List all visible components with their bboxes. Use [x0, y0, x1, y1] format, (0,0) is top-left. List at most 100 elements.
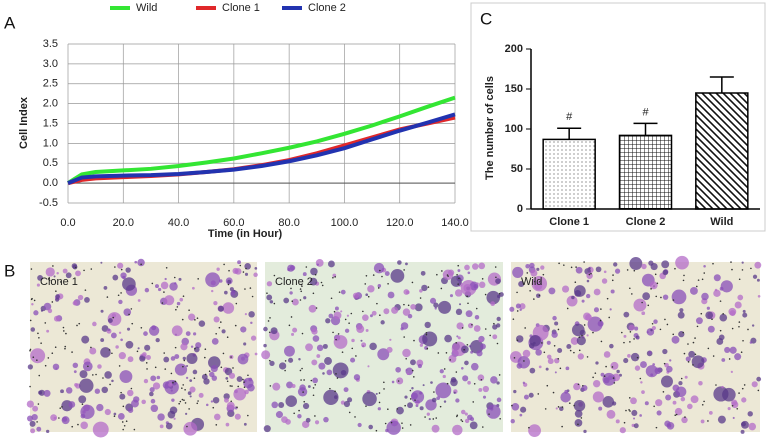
- cell: [353, 374, 361, 381]
- cell: [492, 334, 498, 340]
- speck: [533, 298, 535, 300]
- speck: [136, 350, 139, 353]
- error-bar: [633, 122, 658, 136]
- cell: [613, 262, 618, 267]
- cell: [168, 382, 173, 387]
- speck: [537, 393, 540, 395]
- cell: [486, 404, 501, 419]
- cell: [65, 272, 72, 279]
- cell: [614, 268, 621, 274]
- cell: [292, 298, 299, 306]
- cell: [186, 352, 198, 365]
- cell: [640, 361, 647, 369]
- cell: [31, 414, 38, 421]
- cell: [422, 384, 425, 387]
- speck: [65, 332, 67, 335]
- cell: [411, 387, 414, 390]
- cell: [417, 364, 422, 369]
- series-line: [66, 95, 456, 185]
- speck: [111, 352, 113, 355]
- cell: [185, 331, 191, 336]
- cell: [43, 389, 51, 397]
- speck: [573, 351, 575, 354]
- cell: [641, 390, 645, 394]
- cell: [100, 261, 103, 264]
- cell: [601, 278, 608, 284]
- cell: [534, 282, 543, 290]
- cell: [476, 350, 483, 357]
- speck: [219, 321, 222, 323]
- cell: [139, 355, 146, 362]
- cell: [171, 325, 183, 337]
- speck: [300, 283, 303, 286]
- speck: [118, 365, 121, 367]
- legend-label: Clone 1: [222, 2, 260, 14]
- speck: [335, 373, 337, 375]
- speck: [59, 407, 62, 409]
- cell: [509, 306, 515, 312]
- speck: [269, 385, 272, 387]
- cell: [705, 311, 714, 320]
- cell: [690, 286, 698, 295]
- speck: [332, 276, 334, 279]
- cell: [384, 271, 390, 276]
- speck: [529, 289, 531, 292]
- cell: [470, 362, 479, 371]
- cell: [583, 429, 587, 434]
- cell: [72, 300, 78, 306]
- cell: [29, 420, 36, 427]
- cell: [100, 347, 111, 358]
- speck: [512, 318, 515, 320]
- speck: [719, 329, 722, 332]
- speck: [220, 366, 223, 369]
- cell: [125, 267, 131, 273]
- cell: [219, 279, 223, 283]
- cell: [217, 305, 224, 312]
- speck: [463, 348, 465, 351]
- cell: [565, 366, 570, 371]
- cell: [520, 406, 527, 413]
- cell: [528, 424, 541, 437]
- cell: [640, 381, 643, 384]
- cell: [480, 343, 486, 350]
- cell: [288, 357, 294, 363]
- cell: [298, 358, 301, 361]
- speck: [37, 332, 39, 335]
- cell: [60, 389, 64, 394]
- speck: [51, 301, 54, 303]
- cell: [165, 422, 173, 430]
- speck: [36, 359, 38, 361]
- speck: [320, 281, 323, 284]
- speck: [456, 415, 458, 418]
- speck: [234, 324, 237, 327]
- cell: [650, 328, 653, 332]
- cell: [263, 343, 267, 348]
- cell: [189, 379, 193, 383]
- cell: [117, 262, 124, 269]
- cell: [748, 422, 757, 431]
- cell: [593, 307, 600, 313]
- x-tick-label: 80.0: [278, 217, 299, 229]
- cell: [407, 402, 413, 409]
- cell: [442, 374, 446, 379]
- speck: [692, 341, 695, 344]
- micrograph: Clone 2: [261, 259, 504, 436]
- speck: [367, 295, 370, 298]
- cell: [706, 306, 710, 310]
- cell: [717, 415, 726, 424]
- speck: [71, 351, 73, 353]
- cell: [646, 331, 649, 334]
- speck: [546, 384, 549, 387]
- cell: [395, 366, 401, 373]
- cell: [127, 407, 134, 413]
- cell: [371, 310, 377, 316]
- speck: [291, 300, 294, 303]
- cell: [566, 343, 572, 349]
- cell: [134, 260, 138, 264]
- cell: [602, 396, 615, 408]
- speck: [121, 421, 124, 423]
- speck: [239, 264, 242, 267]
- cell: [492, 324, 498, 330]
- speck: [561, 425, 563, 428]
- cell: [188, 313, 196, 321]
